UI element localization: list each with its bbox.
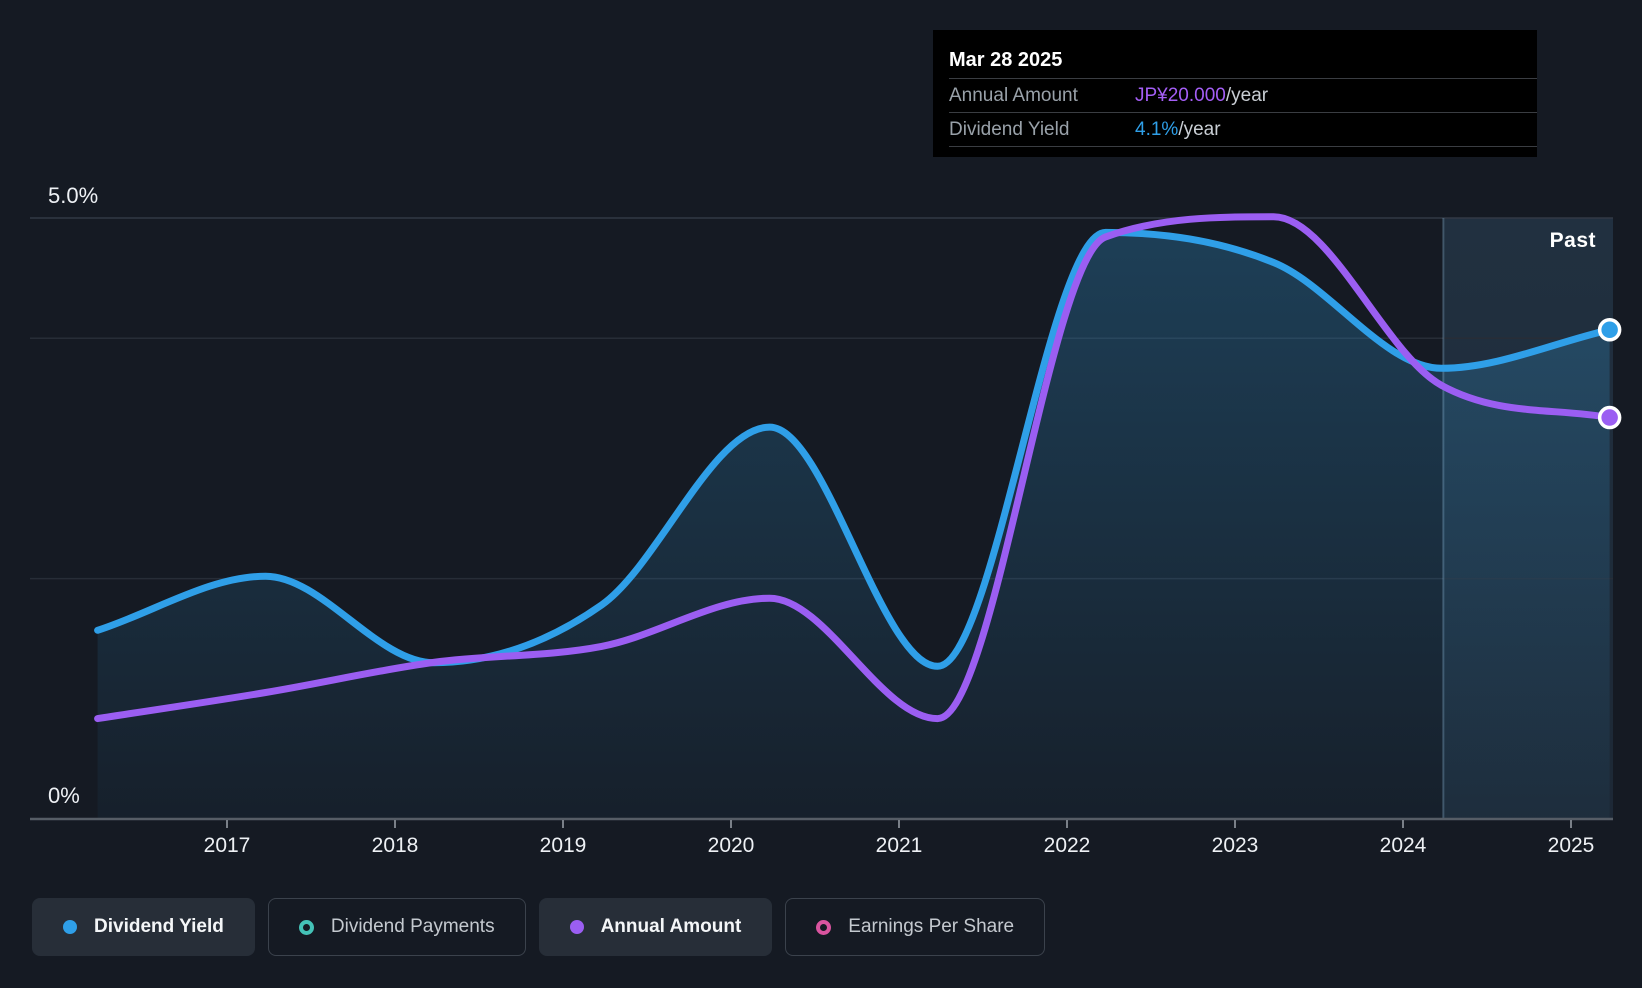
amount-endpoint-dot: [1597, 405, 1622, 430]
amount-line: [94, 213, 1614, 723]
tooltip-label: Annual Amount: [949, 84, 1078, 106]
legend-item-annual-amount[interactable]: Annual Amount: [538, 898, 773, 956]
x-tick-label: 2019: [540, 834, 587, 857]
x-tick-label: 2018: [372, 834, 419, 857]
x-tick-label: 2025: [1548, 834, 1595, 857]
y-axis-label-bottom: 0%: [48, 783, 80, 808]
dividend-yield-dot-icon: [63, 920, 77, 934]
past-region-label: Past: [1549, 229, 1596, 252]
x-tick-label: 2020: [708, 834, 755, 857]
legend-item-dividend-yield[interactable]: Dividend Yield: [32, 898, 255, 956]
tooltip-label: Dividend Yield: [949, 118, 1070, 140]
dividend-payments-ring-icon: [298, 919, 314, 935]
tooltip-value: 4.1%/year: [1135, 118, 1221, 140]
earnings-per-share-ring-icon: [816, 919, 832, 935]
chart-legend: Dividend Yield Dividend Payments Annual …: [32, 898, 1046, 956]
x-tick-label: 2017: [204, 834, 251, 857]
chart-tooltip: Mar 28 2025 Annual Amount JP¥20.000/year…: [933, 30, 1537, 157]
yield-endpoint-dot: [1597, 318, 1622, 342]
legend-label: Earnings Per Share: [848, 916, 1015, 937]
legend-label: Annual Amount: [600, 916, 742, 937]
legend-label: Dividend Yield: [94, 916, 224, 937]
yield-line: [94, 228, 1614, 670]
legend-label: Dividend Payments: [330, 916, 495, 937]
tooltip-row-annual-amount: Annual Amount JP¥20.000/year: [949, 79, 1537, 113]
y-axis-label-top: 5.0%: [48, 183, 99, 208]
x-tick-label: 2024: [1380, 834, 1427, 857]
tooltip-value: JP¥20.000/year: [1135, 84, 1269, 106]
legend-item-dividend-payments[interactable]: Dividend Payments: [267, 898, 526, 956]
tooltip-date: Mar 28 2025: [949, 42, 1537, 79]
yield-area: [97, 232, 1610, 819]
annual-amount-dot-icon: [569, 920, 584, 934]
tooltip-row-dividend-yield: Dividend Yield 4.1%/year: [949, 113, 1537, 147]
x-tick-label: 2021: [876, 834, 923, 857]
x-tick-label: 2022: [1044, 834, 1091, 857]
x-tick-label: 2023: [1212, 834, 1259, 857]
legend-item-earnings-per-share[interactable]: Earnings Per Share: [785, 898, 1046, 956]
